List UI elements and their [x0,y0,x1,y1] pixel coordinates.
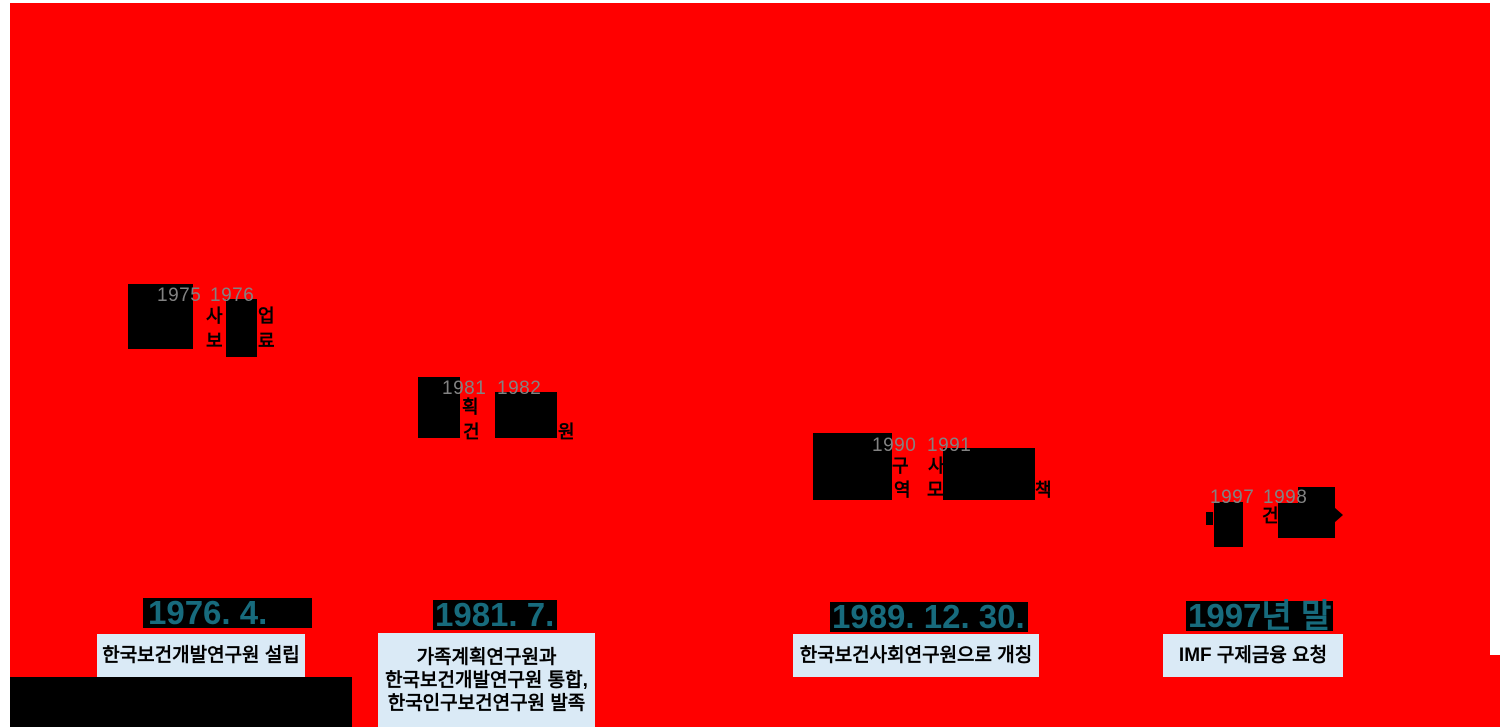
timeline-year: 1975 [157,285,202,306]
redacted-box [1206,512,1213,525]
bottom-redacted-bar [10,677,352,727]
red-corner-patch [1490,655,1500,727]
milestone-date: 1989. 12. 30. [830,600,1028,633]
text-fragment: 사 [206,306,223,326]
redacted-box [418,377,460,438]
text-fragment: 구 [892,456,909,476]
text-fragment: 원 [558,422,575,442]
milestone-label-line: 한국보건사회연구원으로 개칭 [799,645,1033,666]
redacted-box [1214,502,1243,547]
timeline-year: 1998 [1263,487,1308,508]
milestone-label-line: 한국인구보건연구원 발족 [387,692,586,714]
redacted-box [943,448,1035,500]
text-fragment: 건 [1262,506,1279,526]
text-fragment: 책 [1035,480,1052,500]
milestone-label-box: IMF 구제금융 요청 [1163,634,1343,677]
text-fragment: 료 [258,331,275,351]
text-fragment: 보 [206,331,223,351]
milestone-label-line: 가족계획연구원과 [416,646,557,668]
text-fragment: 사 [928,456,945,476]
text-fragment: 건 [463,422,480,442]
milestone-label-line: IMF 구제금융 요청 [1178,645,1328,666]
timeline-year: 1997 [1210,487,1255,508]
milestone-label-box: 한국보건개발연구원 설립 [97,634,305,677]
milestone-date: 1976. 4. [143,596,313,629]
text-fragment: 업 [258,306,275,326]
redacted-box [813,433,892,500]
milestone-date: 1981. 7. [433,598,558,631]
redacted-box [495,392,557,438]
text-fragment: 모 [927,480,944,500]
milestone-label-line: 한국보건개발연구원 통합, [385,669,588,691]
redacted-box [226,299,257,357]
timeline-year: 1981 [442,378,487,399]
milestone-label-box: 한국보건사회연구원으로 개칭 [793,634,1039,677]
text-fragment: 획 [462,397,479,417]
milestone-label-box: 가족계획연구원과 한국보건개발연구원 통합, 한국인구보건연구원 발족 [378,633,595,727]
redacted-box [1278,503,1335,538]
timeline-year: 1982 [497,378,542,399]
redacted-box [128,284,193,349]
timeline-year: 1990 [872,435,917,456]
arrow-right-icon [1334,507,1343,523]
milestone-date: 1997년 말 [1186,597,1334,634]
timeline-year: 1991 [927,435,972,456]
text-fragment: 역 [894,480,911,500]
timeline-year: 1976 [210,285,255,306]
milestone-label-line: 한국보건개발연구원 설립 [102,645,300,666]
